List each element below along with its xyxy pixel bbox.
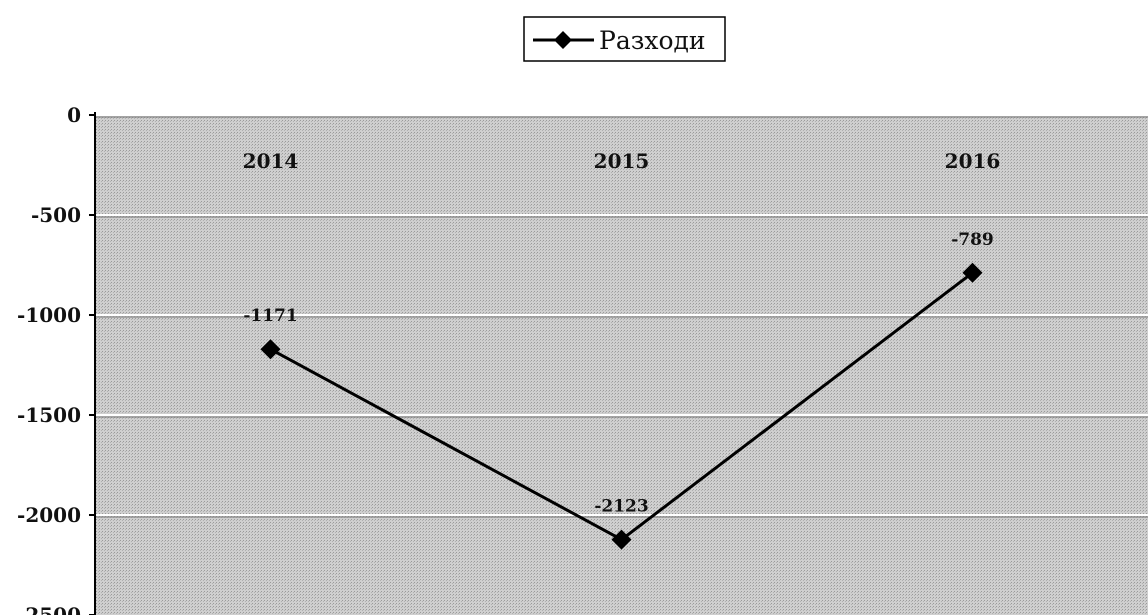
y-tick-label: -2500	[17, 603, 81, 615]
data-point-marker	[962, 262, 983, 283]
y-tick-label: -2000	[17, 503, 81, 527]
y-tick-label: -1000	[17, 303, 81, 327]
data-label: -1171	[243, 306, 297, 326]
category-label: 2015	[594, 149, 650, 173]
y-tick-label: 0	[67, 103, 81, 127]
legend-series-name: Разходи	[599, 26, 706, 55]
data-labels: -1171 -2123 -789	[243, 230, 993, 517]
series-raskhodi	[260, 262, 983, 550]
legend-marker-diamond	[554, 31, 572, 49]
data-point-marker	[260, 339, 281, 360]
data-label: -789	[951, 230, 994, 250]
y-tick-label: -500	[31, 203, 81, 227]
category-labels: 2014 2015 2016	[243, 149, 1001, 173]
data-label: -2123	[594, 497, 648, 517]
legend: Разходи	[523, 16, 726, 62]
category-label: 2016	[945, 149, 1001, 173]
y-tick-label: -1500	[17, 403, 81, 427]
category-label: 2014	[243, 149, 299, 173]
gridlines	[95, 114, 1148, 518]
y-axis-ticks: 0 -500 -1000 -1500 -2000 -2500	[17, 103, 95, 615]
data-point-marker	[611, 529, 632, 550]
